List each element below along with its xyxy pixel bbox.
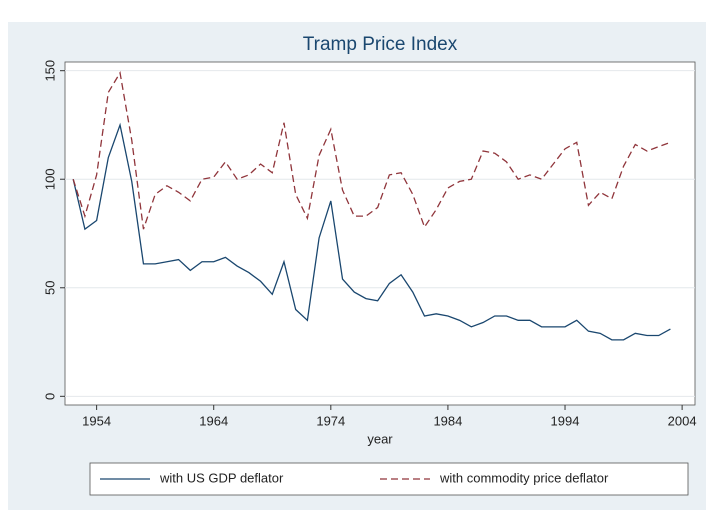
x-tick-label: 1964 xyxy=(199,413,228,428)
legend-label: with US GDP deflator xyxy=(159,470,284,485)
chart-title: Tramp Price Index xyxy=(303,34,458,55)
x-axis-label: year xyxy=(367,431,393,446)
legend xyxy=(89,462,689,496)
x-tick-label: 2004 xyxy=(668,413,697,428)
y-tick-label: 0 xyxy=(42,393,57,400)
x-tick-label: 1954 xyxy=(82,413,111,428)
x-tick-label: 1974 xyxy=(316,413,345,428)
plot-area xyxy=(64,61,696,406)
y-tick-label: 100 xyxy=(42,168,57,190)
y-tick-label: 50 xyxy=(42,281,57,295)
series-line xyxy=(72,122,671,341)
series-line xyxy=(72,71,671,230)
y-tick-label: 150 xyxy=(42,60,57,82)
x-tick-label: 1994 xyxy=(551,413,580,428)
legend-label: with commodity price deflator xyxy=(439,470,609,485)
x-tick-label: 1984 xyxy=(433,413,462,428)
